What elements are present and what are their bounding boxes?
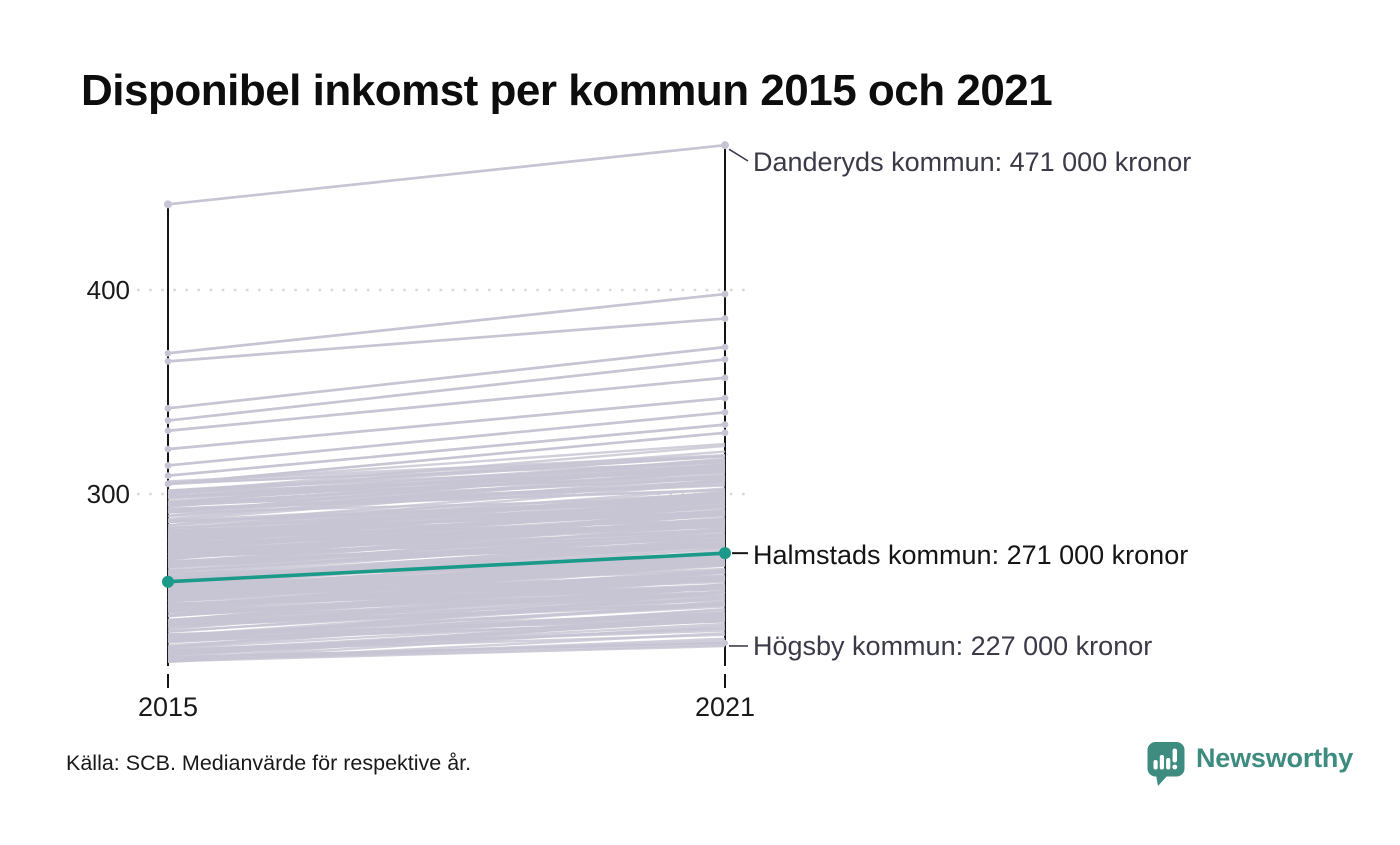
source-note: Källa: SCB. Medianvärde för respektive å… <box>66 751 471 776</box>
slope-dot-hogsby-2021 <box>722 640 728 646</box>
slope-dot-halmstad-2015 <box>162 576 174 588</box>
x-tick-label-2015: 2015 <box>108 691 228 723</box>
newsworthy-logo-text: Newsworthy <box>1196 740 1353 776</box>
y-tick-label-400: 400 <box>60 275 130 305</box>
slope-dot-danderyd-2015 <box>164 200 172 208</box>
annotation-danderyd: Danderyds kommun: 471 000 kronor <box>753 147 1191 178</box>
y-tick-label-300: 300 <box>60 479 130 509</box>
annotation-connector-danderyd <box>729 149 748 161</box>
annotation-halmstad: Halmstads kommun: 271 000 kronor <box>753 540 1188 571</box>
newsworthy-logo: Newsworthy <box>1146 740 1353 788</box>
annotation-hogsby: Högsby kommun: 227 000 kronor <box>753 631 1152 662</box>
slope-dot-danderyd-2021 <box>721 141 729 149</box>
slope-dot-halmstad-2021 <box>719 547 731 559</box>
slope-line-danderyd <box>168 145 725 204</box>
newsworthy-speech-bubble-bar-chart-icon <box>1146 740 1187 788</box>
page-title: Disponibel inkomst per kommun 2015 och 2… <box>81 66 1331 117</box>
x-tick-label-2021: 2021 <box>665 691 785 723</box>
